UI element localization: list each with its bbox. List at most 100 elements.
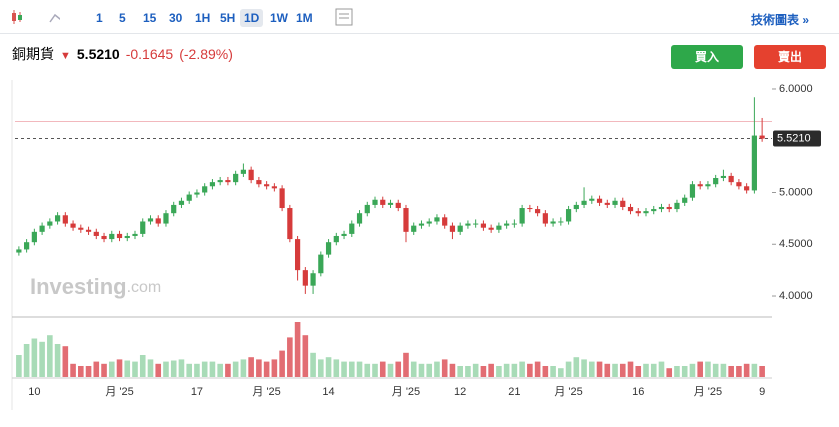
volume-bar xyxy=(379,361,386,377)
volume-bar xyxy=(410,361,417,377)
candle-body xyxy=(349,223,355,234)
volume-bar xyxy=(93,361,100,377)
volume-bar xyxy=(666,368,673,377)
candle-body xyxy=(31,231,37,243)
candle-body xyxy=(248,169,254,181)
volume-bar xyxy=(480,366,487,377)
candle-body xyxy=(697,184,703,187)
volume-bar xyxy=(457,366,463,377)
volume-bar xyxy=(318,359,324,377)
volume-bar xyxy=(542,366,549,377)
volume-bar xyxy=(124,360,131,377)
candle-body xyxy=(364,204,370,214)
volume-bar xyxy=(170,360,177,377)
volume-bar xyxy=(325,357,332,377)
candle-body xyxy=(596,198,603,203)
candle-body xyxy=(604,202,610,205)
interval-option[interactable]: 15 xyxy=(143,11,157,25)
sell-button[interactable]: 賣出 xyxy=(754,45,826,69)
volume-bar xyxy=(643,363,649,377)
interval-option[interactable]: 5 xyxy=(119,11,126,25)
technical-chart-link[interactable]: 技術圖表 » xyxy=(750,13,809,27)
x-tick-label: 16 xyxy=(632,386,644,398)
candle-body xyxy=(186,194,192,201)
candle-body xyxy=(294,239,301,271)
watermark-suffix: .com xyxy=(127,279,162,296)
interval-option[interactable]: 1W xyxy=(270,11,288,25)
candle-body xyxy=(620,200,626,207)
x-tick-label: 12 xyxy=(454,386,466,398)
volume-bar xyxy=(248,357,254,377)
candle-body xyxy=(736,182,742,187)
candle-body xyxy=(209,182,216,187)
volume-bar xyxy=(333,359,340,377)
interval-option[interactable]: 5H xyxy=(220,11,236,25)
candle-body xyxy=(542,213,548,224)
candle-body xyxy=(705,184,711,187)
candle-body xyxy=(589,198,595,201)
y-tick-label: 4.5000 xyxy=(779,238,813,250)
volume-bar xyxy=(689,363,696,377)
candle-body xyxy=(310,273,316,286)
candle-body xyxy=(418,223,425,226)
candle-body xyxy=(581,200,587,205)
y-tick-label: 6.0000 xyxy=(779,83,813,95)
volume-bar xyxy=(759,366,765,377)
volume-bar xyxy=(372,363,378,377)
candle-body xyxy=(194,192,200,195)
volume-bar xyxy=(550,366,556,377)
last-price-label: 5.5210 xyxy=(777,132,811,144)
candle-body xyxy=(449,225,456,232)
candle-body xyxy=(70,223,76,228)
interval-option[interactable]: 30 xyxy=(169,11,183,25)
volume-bar xyxy=(720,363,727,377)
toolbar: 1 5 15 30 1H 5H 1D 1W 1M 技術圖表 » xyxy=(0,0,839,34)
interval-option[interactable]: 1D xyxy=(240,9,264,27)
chart-type-icons xyxy=(12,10,60,24)
volume-bar xyxy=(163,361,169,377)
candle-body xyxy=(426,221,432,224)
candle-body xyxy=(744,186,750,191)
volume-bar xyxy=(256,359,262,377)
volume-bar xyxy=(31,338,38,377)
candle-body xyxy=(16,249,22,253)
candle-body xyxy=(411,225,417,232)
volume-bar xyxy=(728,366,734,377)
candle-body xyxy=(473,223,479,225)
indicator-icon[interactable] xyxy=(334,7,354,27)
volume-bar xyxy=(395,361,402,377)
candle-body xyxy=(627,206,634,212)
interval-option[interactable]: 1 xyxy=(96,11,103,25)
volume-bar xyxy=(519,361,525,377)
candle-body xyxy=(264,184,270,187)
watermark-brand: Investing xyxy=(30,274,127,299)
volume-bar xyxy=(147,359,154,377)
volume-bar xyxy=(294,322,301,377)
candle-body xyxy=(519,208,525,224)
candle-body xyxy=(550,221,556,224)
volume-bar xyxy=(155,363,162,377)
x-tick-label: 月 '25 xyxy=(694,386,722,398)
volume-bar xyxy=(279,350,285,377)
volume-bar xyxy=(581,359,587,377)
buy-button[interactable]: 買入 xyxy=(671,45,743,69)
volume-bar xyxy=(596,361,603,377)
candle-body xyxy=(163,213,169,224)
volume-bar xyxy=(619,363,626,377)
volume-bar xyxy=(604,363,611,377)
interval-option[interactable]: 1M xyxy=(296,11,313,25)
candle-body xyxy=(78,227,84,230)
volume-bar xyxy=(62,346,69,377)
candle-body xyxy=(93,231,99,236)
interval-option[interactable]: 1H xyxy=(195,11,211,25)
candle-body xyxy=(116,233,123,239)
volume-bar xyxy=(23,344,30,377)
volume-bar xyxy=(356,361,363,377)
volume-bar xyxy=(441,359,448,377)
candle-body xyxy=(527,208,533,210)
volume-bar xyxy=(364,363,371,377)
volume-bar xyxy=(16,355,22,377)
down-arrow: ▼ xyxy=(60,50,71,62)
